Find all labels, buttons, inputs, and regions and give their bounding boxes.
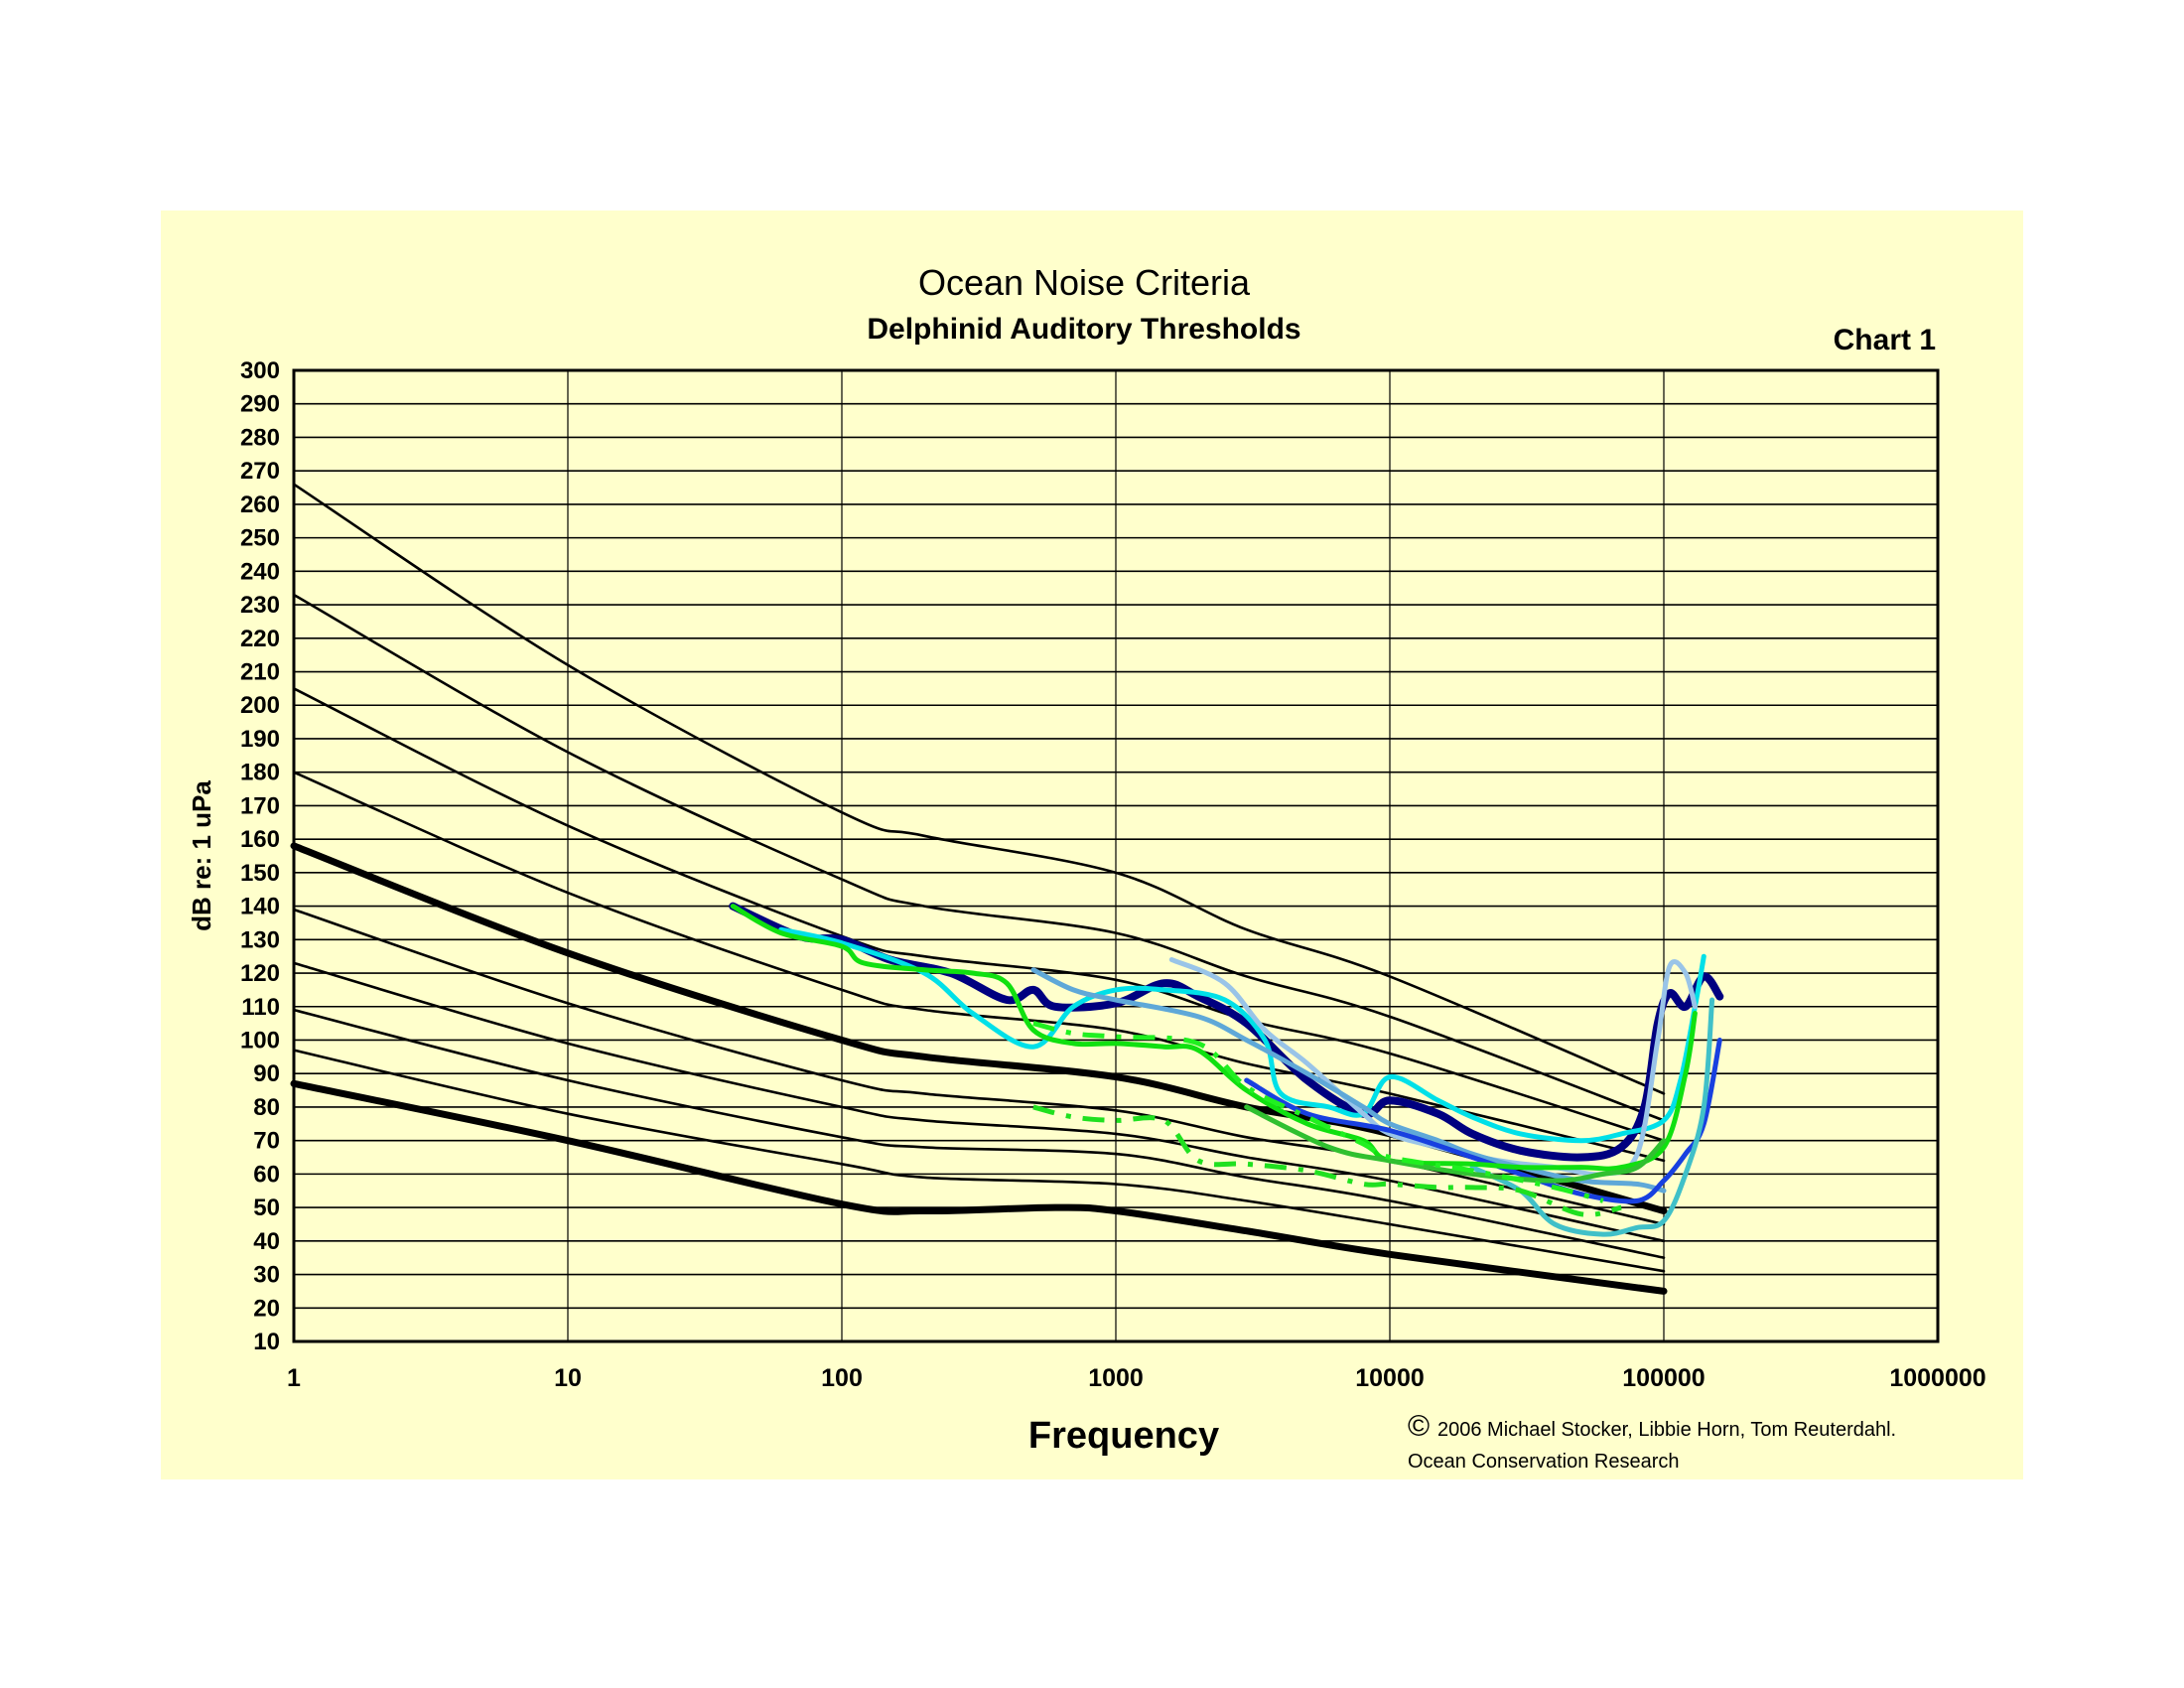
y-tick-label: 80 bbox=[253, 1094, 280, 1121]
threshold-series-line bbox=[730, 904, 1698, 1172]
y-tick-label: 300 bbox=[240, 357, 280, 384]
chart-background bbox=[161, 211, 2023, 1479]
y-tick-label: 180 bbox=[240, 760, 280, 786]
y-tick-label: 20 bbox=[253, 1295, 280, 1322]
credit-line-2: Ocean Conservation Research bbox=[1408, 1451, 1679, 1473]
criteria-curve bbox=[292, 593, 1666, 1122]
y-tick-label: 30 bbox=[253, 1262, 280, 1289]
y-tick-label: 210 bbox=[240, 659, 280, 686]
y-tick-label: 150 bbox=[240, 860, 280, 887]
y-tick-label: 110 bbox=[241, 994, 280, 1021]
threshold-series-line bbox=[729, 902, 1724, 1162]
y-tick-label: 160 bbox=[240, 826, 280, 853]
criteria-curves bbox=[290, 483, 1668, 1295]
x-tick-label: 10 bbox=[554, 1364, 582, 1392]
y-tick-label: 220 bbox=[240, 626, 280, 652]
threshold-series bbox=[729, 902, 1724, 1237]
y-tick-label: 100 bbox=[240, 1027, 280, 1054]
y-tick-label: 230 bbox=[240, 592, 280, 619]
x-tick-label: 1000000 bbox=[1889, 1364, 1985, 1392]
y-tick-label: 50 bbox=[253, 1195, 280, 1221]
copyright-symbol: © bbox=[1408, 1410, 1430, 1443]
threshold-series-line bbox=[1469, 997, 1715, 1237]
criteria-curve bbox=[292, 687, 1666, 1142]
credit-line-1: 2006 Michael Stocker, Libbie Horn, Tom R… bbox=[1437, 1419, 1896, 1441]
plot-border bbox=[292, 368, 1940, 1343]
y-tick-label: 120 bbox=[240, 960, 280, 987]
criteria-curve bbox=[292, 1008, 1666, 1259]
y-tick-label: 260 bbox=[240, 492, 280, 518]
y-tick-labels: 10 20 30 40 50 60 70 80 90 100 110 120 130 140 150 160 1… bbox=[240, 357, 280, 1355]
y-tick-label: 270 bbox=[240, 458, 280, 485]
y-tick-label: 190 bbox=[240, 726, 280, 753]
criteria-curve bbox=[292, 483, 1666, 1095]
x-tick-label: 100 bbox=[821, 1364, 863, 1392]
y-tick-label: 60 bbox=[253, 1161, 280, 1188]
y-tick-label: 10 bbox=[253, 1329, 280, 1355]
y-tick-label: 250 bbox=[240, 525, 280, 552]
chart-number-label: Chart 1 bbox=[1834, 324, 1936, 356]
threshold-series-line bbox=[1032, 1104, 1622, 1217]
x-axis-label: Frequency bbox=[1028, 1415, 1219, 1457]
y-tick-label: 90 bbox=[253, 1060, 280, 1087]
criteria-curve bbox=[292, 1049, 1666, 1273]
y-tick-label: 290 bbox=[240, 391, 280, 418]
y-tick-label: 170 bbox=[240, 792, 280, 819]
chart-subtitle: Delphinid Auditory Thresholds bbox=[867, 313, 1300, 346]
y-tick-label: 280 bbox=[240, 424, 280, 451]
threshold-series-line bbox=[778, 926, 1706, 1144]
y-axis-label: dB re: 1 uPa bbox=[187, 780, 216, 931]
criteria-curve bbox=[290, 1079, 1668, 1295]
x-tick-label: 100000 bbox=[1622, 1364, 1705, 1392]
y-tick-label: 140 bbox=[240, 894, 280, 920]
y-tick-label: 40 bbox=[253, 1228, 280, 1255]
y-tick-label: 130 bbox=[240, 926, 280, 953]
grid bbox=[293, 369, 1939, 1342]
y-tick-label: 70 bbox=[253, 1128, 280, 1155]
threshold-series-line bbox=[1244, 1104, 1667, 1184]
x-tick-label: 10000 bbox=[1355, 1364, 1425, 1392]
chart-title: Ocean Noise Criteria bbox=[918, 262, 1251, 303]
y-tick-label: 200 bbox=[240, 692, 280, 719]
x-tick-label: 1 bbox=[287, 1364, 301, 1392]
criteria-curve bbox=[292, 961, 1666, 1243]
x-tick-labels: 1 10 100 1000 10000 100000 1000000 bbox=[287, 1364, 1986, 1392]
x-tick-label: 1000 bbox=[1088, 1364, 1144, 1392]
y-tick-label: 240 bbox=[240, 558, 280, 585]
